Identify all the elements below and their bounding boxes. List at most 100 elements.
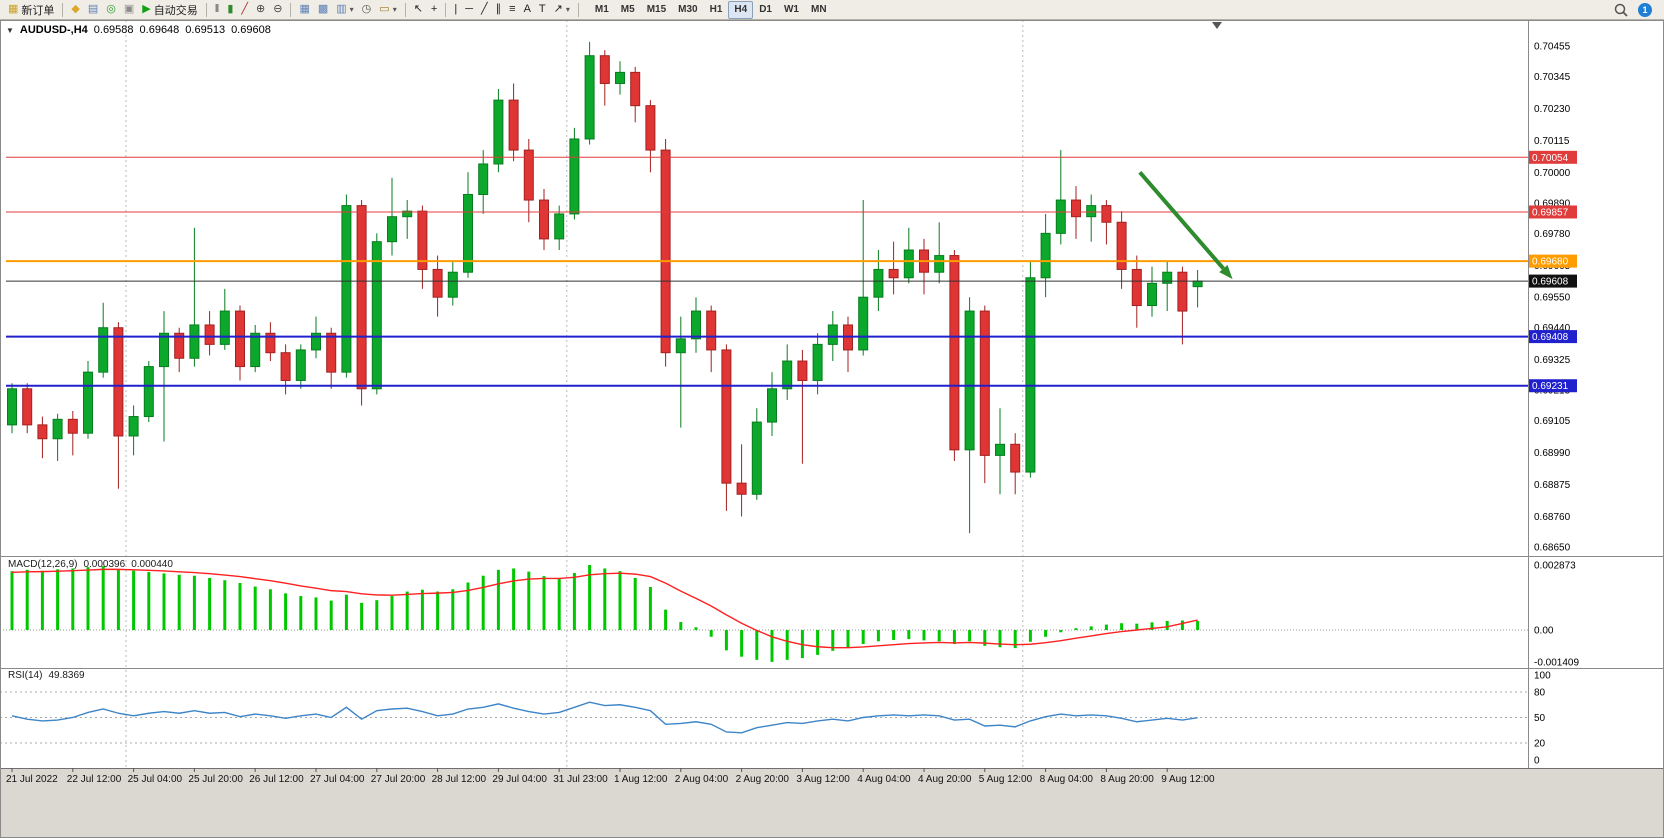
profiles-icon: ◷ xyxy=(361,3,372,15)
candle-body xyxy=(1177,271,1188,312)
price-axis-label: 0.69890 xyxy=(1534,198,1571,209)
fibonacci-button[interactable]: ≡ xyxy=(505,1,519,19)
candle-body xyxy=(143,366,154,418)
snapshot-button[interactable]: ▭ ▾ xyxy=(375,1,400,19)
candle-body xyxy=(934,255,945,273)
svg-text:0.69408: 0.69408 xyxy=(1532,332,1569,343)
auto-trading-button[interactable]: ▶ 自动交易 xyxy=(138,1,201,19)
vertical-line-button[interactable]: | xyxy=(450,1,461,19)
candle-body xyxy=(599,55,610,84)
candle-body xyxy=(387,216,397,243)
price-axis-label: 0.69440 xyxy=(1534,323,1571,334)
svg-text:0.69231: 0.69231 xyxy=(1532,381,1569,392)
auto-trading-icon: ▶ xyxy=(142,3,151,15)
toolbar-separator xyxy=(62,2,64,17)
candlestick-chart-button[interactable]: ▮ xyxy=(223,1,237,19)
navigator-button[interactable]: ◎ xyxy=(102,1,120,19)
candle-body xyxy=(356,205,367,390)
svg-text:0.69680: 0.69680 xyxy=(1532,257,1569,268)
time-axis-label: 8 Aug 04:00 xyxy=(1040,774,1094,785)
horizontal-line-button[interactable]: ─ xyxy=(461,1,477,19)
time-axis-label: 9 Aug 12:00 xyxy=(1161,774,1215,785)
candle-body xyxy=(1025,277,1036,473)
new-chart-button[interactable]: ▥ ▾ xyxy=(332,1,357,19)
timeframe-m30-button[interactable]: M30 xyxy=(672,1,703,19)
timeframe-m5-button[interactable]: M5 xyxy=(615,1,641,19)
arrows-button[interactable]: ↗ ▾ xyxy=(550,1,574,19)
price-axis-label: 0.69105 xyxy=(1534,416,1571,427)
line-chart-button[interactable]: ╱ xyxy=(237,1,252,19)
tile-windows-button[interactable]: ▦ xyxy=(295,1,313,19)
timeframe-d1-button[interactable]: D1 xyxy=(753,1,778,19)
notification-badge[interactable]: 1 xyxy=(1638,2,1652,17)
timeframe-m1-button[interactable]: M1 xyxy=(589,1,615,19)
new-order-button-label: 新订单 xyxy=(21,4,55,17)
line-chart-icon: ╱ xyxy=(241,3,248,15)
market-watch-button[interactable]: ◆ xyxy=(67,1,83,19)
candle-body xyxy=(7,388,17,426)
chart-shift-marker[interactable] xyxy=(1212,22,1222,29)
text-button[interactable]: A xyxy=(520,1,535,19)
chart-window: 0.70455 0.70345 0.70230 0.70115 0.70000 0.698… xyxy=(0,20,1664,838)
label-button[interactable]: T xyxy=(535,1,550,19)
price-tag: 0.69231 xyxy=(1529,379,1577,393)
candle-body xyxy=(569,138,580,215)
charts-window-button[interactable]: ▤ xyxy=(84,1,102,19)
bar-chart-button[interactable]: ‖ xyxy=(211,1,224,19)
dropdown-caret-icon: ▾ xyxy=(565,5,570,14)
timeframe-w1-button[interactable]: W1 xyxy=(778,1,805,19)
candle-body xyxy=(447,271,458,298)
candle-body xyxy=(280,352,291,381)
macd-axis-label: 0.00 xyxy=(1534,626,1554,637)
cursor-button[interactable]: ↖ xyxy=(410,1,427,19)
time-axis-label: 2 Aug 04:00 xyxy=(675,774,729,785)
zoom-out-button[interactable]: ⊖ xyxy=(269,1,286,19)
candle-body xyxy=(691,310,701,340)
candle-body xyxy=(1086,205,1097,218)
candle-body xyxy=(782,360,793,390)
rsi-axis-label: 80 xyxy=(1534,688,1546,699)
trend-arrow-head[interactable] xyxy=(1219,264,1233,280)
candle-body xyxy=(326,332,337,373)
candle-body xyxy=(858,296,869,351)
candle-body xyxy=(812,343,823,381)
timeframe-h1-button[interactable]: H1 xyxy=(704,1,729,19)
trend-arrow-annotation[interactable] xyxy=(1138,170,1225,270)
toolbar-separator xyxy=(205,2,207,17)
price-tag: 0.69608 xyxy=(1529,274,1577,288)
terminal-button[interactable]: ▣ xyxy=(120,1,138,19)
candle-body xyxy=(827,324,838,345)
trendline-button[interactable]: ╱ xyxy=(477,1,492,19)
candle-body xyxy=(1040,232,1051,279)
price-tag: 0.69857 xyxy=(1529,205,1577,219)
candle-body xyxy=(751,421,762,495)
candle-body xyxy=(478,163,489,195)
candlestick-chart-icon: ▮ xyxy=(227,3,234,15)
time-axis-label: 2 Aug 20:00 xyxy=(736,774,790,785)
zoom-in-icon: ⊕ xyxy=(256,3,266,15)
svg-text:0.70054: 0.70054 xyxy=(1532,153,1569,164)
channel-button[interactable]: ∥ xyxy=(492,1,506,19)
candle-body xyxy=(1192,280,1203,288)
timeframe-h4-button[interactable]: H4 xyxy=(728,0,754,19)
chart-canvas[interactable]: 0.70455 0.70345 0.70230 0.70115 0.70000 0.698… xyxy=(0,20,1664,838)
dropdown-caret-icon: ▾ xyxy=(349,5,354,14)
new-chart-icon: ▥ xyxy=(336,3,347,15)
candle-body xyxy=(949,255,960,451)
price-axis-label: 0.69550 xyxy=(1534,293,1571,304)
time-axis-label: 3 Aug 12:00 xyxy=(796,774,850,785)
timeframe-m15-button[interactable]: M15 xyxy=(641,1,672,19)
zoom-in-button[interactable]: ⊕ xyxy=(252,1,269,19)
candle-body xyxy=(159,332,169,368)
cascade-windows-button[interactable]: ▩ xyxy=(314,1,332,19)
price-axis-label: 0.68650 xyxy=(1534,543,1571,554)
crosshair-button[interactable]: + xyxy=(427,1,441,19)
timeframe-mn-button[interactable]: MN xyxy=(805,1,833,19)
candle-body xyxy=(554,213,565,240)
one-click-trading-icon[interactable]: ▼ xyxy=(6,25,14,35)
search-icon[interactable] xyxy=(1614,3,1628,17)
profiles-button[interactable]: ◷ xyxy=(358,1,376,19)
new-order-button[interactable]: ▦ 新订单 xyxy=(4,1,58,19)
terminal-icon: ▣ xyxy=(123,3,135,15)
time-axis-label: 4 Aug 20:00 xyxy=(918,774,972,785)
